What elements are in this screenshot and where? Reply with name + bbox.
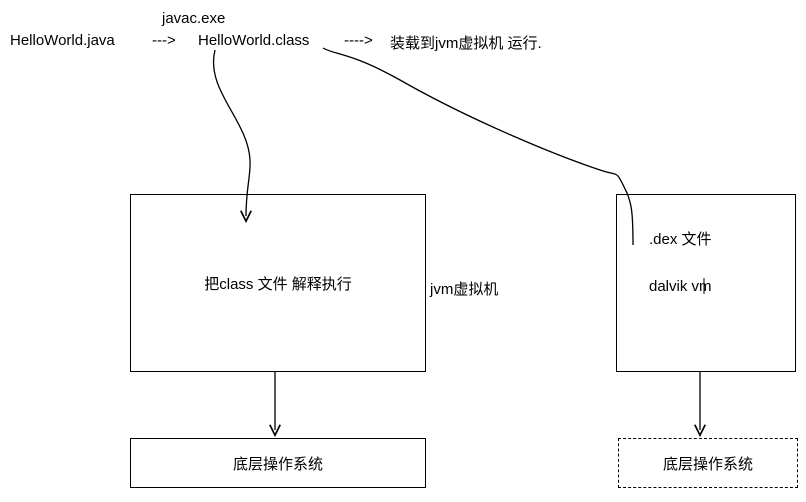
label-arrow1: ---> bbox=[152, 32, 176, 49]
label-arrow2: ----> bbox=[344, 32, 373, 49]
label-jvm: jvm虚拟机 bbox=[430, 278, 498, 299]
box-dalvik bbox=[616, 194, 796, 372]
label-source-file: HelloWorld.java bbox=[10, 32, 115, 49]
box-os-right: 底层操作系统 bbox=[618, 438, 798, 488]
curve-to-interpret bbox=[213, 50, 250, 216]
label-jvm-load: 装载到jvm虚拟机 运行. bbox=[390, 32, 542, 53]
label-compiler: javac.exe bbox=[162, 10, 225, 27]
box-interpret: 把class 文件 解释执行 bbox=[130, 194, 426, 372]
label-class-file: HelloWorld.class bbox=[198, 32, 309, 49]
box-os-left: 底层操作系统 bbox=[130, 438, 426, 488]
